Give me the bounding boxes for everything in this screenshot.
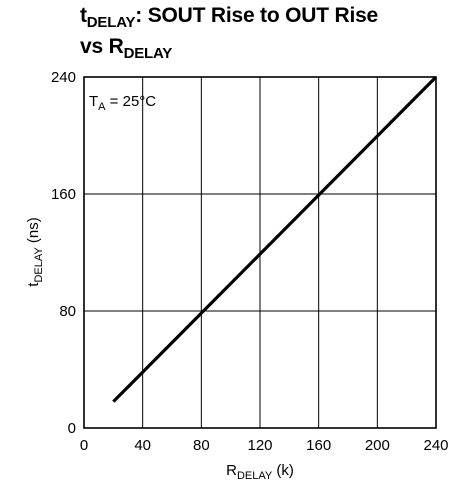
x-tick-label: 200 <box>365 437 390 454</box>
y-tick-label: 160 <box>51 186 76 203</box>
y-axis-label: tDELAY (ns) <box>25 217 45 286</box>
chart-title: tDELAY: SOUT Rise to OUT Rise vs RDELAY <box>80 4 378 66</box>
x-tick-label: 80 <box>193 437 210 454</box>
y-tick-label: 0 <box>68 420 76 437</box>
series-line <box>112 75 438 403</box>
x-tick-label: 240 <box>423 437 448 454</box>
y-tick-label: 80 <box>59 303 76 320</box>
x-tick-label: 160 <box>306 437 331 454</box>
x-tick-label: 0 <box>80 437 88 454</box>
plot-frame <box>83 76 437 429</box>
x-tick-labels: 0 40 80 120 160 200 240 <box>80 437 449 454</box>
y-tick-labels: 0 80 160 240 <box>51 69 76 437</box>
series-group <box>112 75 438 403</box>
y-tick-label: 240 <box>51 69 76 86</box>
x-tick-label: 120 <box>247 437 272 454</box>
x-axis-label: RDELAY (k) <box>226 462 294 482</box>
title-line-2: vs RDELAY <box>80 35 173 62</box>
x-tick-label: 40 <box>134 437 151 454</box>
annotation-temperature: TA = 25°C <box>89 93 156 113</box>
title-line-1: tDELAY: SOUT Rise to OUT Rise <box>80 4 379 31</box>
